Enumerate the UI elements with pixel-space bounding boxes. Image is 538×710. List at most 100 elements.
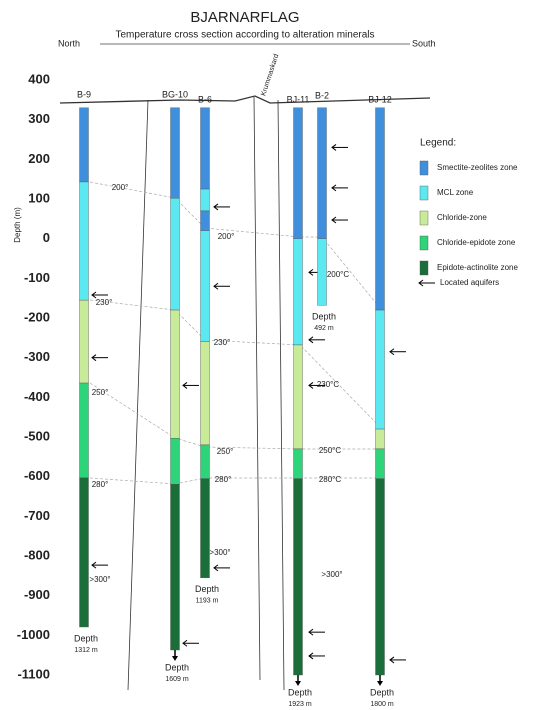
aquifer-arrow-head bbox=[389, 348, 395, 356]
depth-word: Depth bbox=[370, 687, 394, 697]
aquifer-arrow-head bbox=[389, 656, 395, 664]
legend-swatch bbox=[419, 185, 429, 201]
aquifer-arrow-head bbox=[308, 336, 314, 344]
legend-label: Located aquifers bbox=[440, 278, 499, 287]
total-depth: 1800 m bbox=[370, 701, 394, 708]
continuation-arrow-head bbox=[172, 656, 178, 662]
y-tick-label: -700 bbox=[24, 508, 50, 523]
depth-word: Depth bbox=[312, 312, 336, 322]
well-label: BG-10 bbox=[162, 89, 188, 99]
y-tick-label: 100 bbox=[28, 190, 50, 205]
legend-swatch bbox=[419, 160, 429, 176]
fault-line bbox=[127, 99, 149, 691]
continuation-arrow-head bbox=[377, 681, 383, 686]
y-tick-label: -100 bbox=[24, 270, 50, 285]
fault-label: Krummaskard bbox=[260, 53, 280, 97]
zone-interval bbox=[375, 428, 385, 450]
aquifer-arrow-head bbox=[308, 382, 314, 389]
zone-interval bbox=[200, 188, 210, 212]
y-tick-label: -500 bbox=[24, 428, 50, 443]
legend-label: MCL zone bbox=[437, 188, 474, 197]
aquifer-arrow-head bbox=[331, 144, 337, 151]
fault-line bbox=[253, 96, 261, 681]
zone-interval bbox=[79, 477, 89, 628]
y-tick-label: -800 bbox=[24, 547, 50, 562]
zone-interval bbox=[200, 210, 210, 231]
y-tick-label: -1000 bbox=[17, 627, 50, 642]
zone-interval bbox=[79, 181, 89, 301]
depth-word: Depth bbox=[74, 633, 98, 643]
isotherm-label: 200° bbox=[218, 232, 235, 241]
continuation-arrow-head bbox=[295, 681, 301, 686]
total-depth: 1923 m bbox=[288, 701, 312, 708]
zone-interval bbox=[375, 448, 385, 479]
zone-interval bbox=[170, 198, 180, 311]
total-depth: 1312 m bbox=[74, 647, 98, 654]
fault-line bbox=[277, 99, 285, 691]
depth-word: Depth bbox=[165, 662, 189, 672]
zone-interval bbox=[293, 448, 303, 479]
isotherm-label: 230°C bbox=[317, 380, 340, 389]
isotherm-line bbox=[89, 181, 381, 309]
depth-word: Depth bbox=[195, 584, 219, 594]
north-label: North bbox=[58, 38, 80, 48]
isotherm-label: 280° bbox=[215, 475, 232, 484]
well-label: BJ-11 bbox=[287, 94, 310, 104]
y-tick-label: 0 bbox=[43, 230, 50, 245]
legend-arrow-head bbox=[418, 279, 424, 287]
total-depth: 1193 m bbox=[196, 598, 219, 605]
zone-interval bbox=[375, 107, 385, 311]
isotherm-label: 230° bbox=[214, 338, 231, 347]
y-tick-label: -300 bbox=[24, 349, 50, 364]
well-label: B-2 bbox=[315, 90, 329, 100]
title: BJARNARFLAG bbox=[190, 9, 299, 26]
aquifer-arrow-head bbox=[213, 282, 219, 290]
isotherm-line bbox=[89, 299, 381, 428]
aquifer-arrow-head bbox=[308, 268, 314, 276]
zone-interval bbox=[317, 107, 327, 239]
well-label: B-9 bbox=[77, 89, 91, 99]
isotherm-label: 200°C bbox=[327, 270, 350, 279]
y-tick-label: 400 bbox=[28, 71, 50, 86]
zone-interval bbox=[317, 238, 327, 306]
isotherm-line bbox=[89, 382, 380, 450]
y-axis-label: Depth (m) bbox=[13, 207, 22, 243]
y-tick-label: -900 bbox=[24, 587, 50, 602]
isotherm-label: >300° bbox=[209, 548, 230, 557]
zone-interval bbox=[200, 341, 210, 446]
zone-interval bbox=[79, 382, 89, 479]
isotherm-label: 250° bbox=[92, 388, 109, 397]
legend-title: Legend: bbox=[420, 138, 456, 149]
aquifer-arrow-head bbox=[213, 203, 219, 211]
aquifer-arrow-head bbox=[91, 561, 97, 569]
y-tick-label: -200 bbox=[24, 309, 50, 324]
aquifer-arrow-head bbox=[331, 184, 337, 192]
zone-interval bbox=[200, 444, 210, 479]
isotherm-label: 230° bbox=[96, 298, 113, 307]
well-label: BJ-12 bbox=[368, 94, 392, 104]
legend-label: Chloride-zone bbox=[437, 213, 487, 222]
zone-interval bbox=[200, 478, 210, 579]
ground-surface bbox=[59, 95, 431, 104]
zone-interval bbox=[375, 478, 385, 676]
well-label: B-6 bbox=[198, 94, 212, 104]
y-tick-label: -600 bbox=[24, 468, 50, 483]
zone-interval bbox=[170, 484, 180, 651]
legend-label: Chloride-epidote zone bbox=[437, 238, 516, 247]
zone-interval bbox=[293, 238, 303, 346]
zone-interval bbox=[200, 107, 210, 190]
isotherm-label: 250°C bbox=[319, 446, 342, 455]
south-label: South bbox=[412, 38, 436, 48]
legend-swatch bbox=[419, 210, 429, 226]
total-depth: 1609 m bbox=[165, 676, 189, 683]
zone-interval bbox=[293, 478, 303, 676]
legend-label: Smectite-zeolites zone bbox=[437, 163, 518, 172]
zone-interval bbox=[293, 107, 303, 239]
aquifer-arrow-head bbox=[213, 564, 219, 572]
aquifer-arrow-head bbox=[182, 639, 188, 647]
isotherm-label: 200° bbox=[112, 183, 129, 192]
zone-interval bbox=[293, 344, 303, 450]
isotherm-label: >300° bbox=[89, 575, 110, 584]
isotherm-label: 280°C bbox=[319, 475, 342, 484]
